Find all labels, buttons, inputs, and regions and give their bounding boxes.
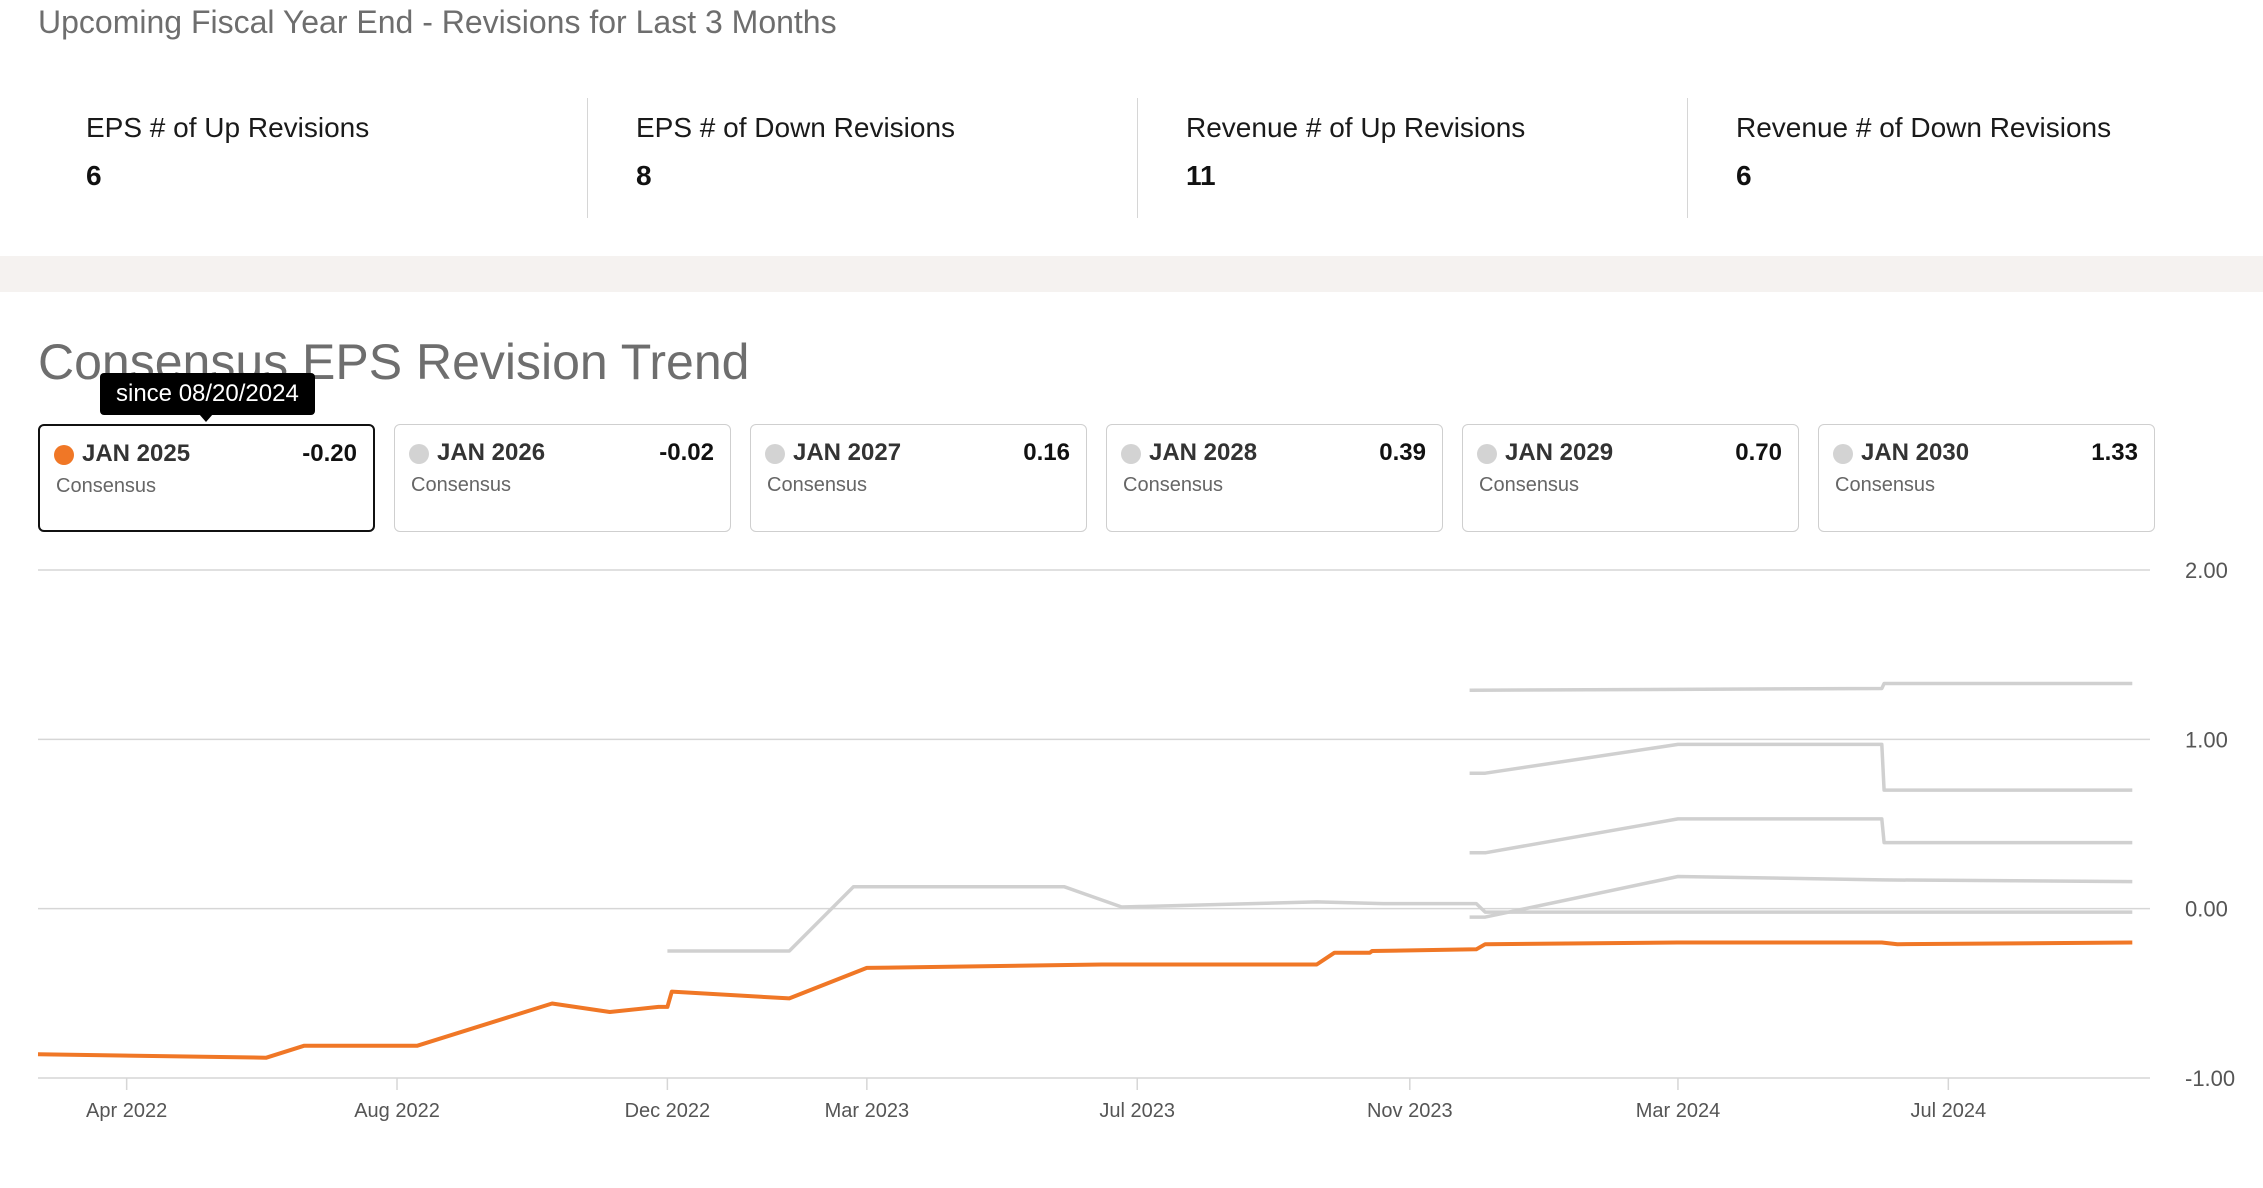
stat-divider [1137, 98, 1138, 218]
stat-divider [1687, 98, 1688, 218]
stat-value: 11 [1186, 160, 1216, 191]
card-jan-2027[interactable]: JAN 2027 0.16 Consensus [750, 424, 1087, 532]
stat-label: EPS # of Up Revisions [86, 112, 370, 143]
card-value: -0.02 [659, 439, 714, 466]
fiscal-year-selector: JAN 2025 -0.20 Consensus JAN 2026 -0.02 … [38, 424, 2158, 536]
section-separator [0, 256, 2263, 292]
card-year: JAN 2030 [1861, 439, 1970, 466]
card-sub: Consensus [411, 474, 512, 496]
series-line-jan-2026 [667, 884, 2133, 953]
eps-revision-chart: 2.00 1.00 0.00 -1.00 Apr 2022 Aug 2022 Dec 202… [37, 558, 2235, 1122]
card-value: 0.16 [1023, 439, 1070, 466]
card-value: -0.20 [302, 440, 357, 467]
stat-divider [587, 98, 588, 218]
stat-revenue-down: Revenue # of Down Revisions 6 [1688, 98, 2238, 218]
x-tick-label: Jul 2024 [1911, 1100, 1987, 1122]
y-tick-label: 0.00 [2185, 897, 2228, 922]
series-line-jan-2027 [1469, 874, 2133, 919]
card-year: JAN 2025 [82, 440, 191, 467]
card-value: 0.39 [1379, 439, 1426, 466]
series-line-jan-2030 [1469, 681, 2133, 692]
card-sub: Consensus [56, 475, 157, 497]
stat-label: EPS # of Down Revisions [636, 112, 956, 143]
card-jan-2028[interactable]: JAN 2028 0.39 Consensus [1106, 424, 1443, 532]
x-tick-label: Jul 2023 [1099, 1100, 1175, 1122]
x-tick-label: Nov 2023 [1367, 1100, 1453, 1122]
section-title: Upcoming Fiscal Year End - Revisions for… [38, 4, 837, 40]
card-sub: Consensus [767, 474, 868, 496]
card-jan-2029[interactable]: JAN 2029 0.70 Consensus [1462, 424, 1799, 532]
y-tick-label: -1.00 [2185, 1066, 2235, 1091]
card-value: 1.33 [2091, 439, 2138, 466]
stat-value: 6 [86, 160, 102, 191]
series-color-dot [765, 444, 785, 464]
series-line-jan-2028 [1469, 817, 2133, 855]
x-tick-label: Apr 2022 [86, 1100, 167, 1122]
card-sub: Consensus [1479, 474, 1580, 496]
stat-value: 6 [1736, 160, 1752, 191]
revision-stats: EPS # of Up Revisions 6 EPS # of Down Re… [0, 98, 2263, 218]
y-tick-label: 2.00 [2185, 558, 2228, 583]
series-color-dot [1833, 444, 1853, 464]
stat-eps-down: EPS # of Down Revisions 8 [588, 98, 1138, 218]
card-sub: Consensus [1123, 474, 1224, 496]
x-tick-label: Dec 2022 [625, 1100, 711, 1122]
series-color-dot [1477, 444, 1497, 464]
card-year: JAN 2027 [793, 439, 902, 466]
series-color-dot [54, 445, 74, 465]
x-tick-label: Mar 2024 [1636, 1100, 1721, 1122]
card-year: JAN 2026 [437, 439, 546, 466]
card-jan-2026[interactable]: JAN 2026 -0.02 Consensus [394, 424, 731, 532]
series-color-dot [1121, 444, 1141, 464]
stat-eps-up: EPS # of Up Revisions 6 [38, 98, 588, 218]
stat-value: 8 [636, 160, 652, 191]
card-year: JAN 2029 [1505, 439, 1614, 466]
card-year: JAN 2028 [1149, 439, 1258, 466]
card-sub: Consensus [1835, 474, 1936, 496]
series-line-jan-2029 [1469, 742, 2133, 792]
card-value: 0.70 [1735, 439, 1782, 466]
x-tick-label: Aug 2022 [354, 1100, 440, 1122]
stat-label: Revenue # of Down Revisions [1736, 112, 2112, 143]
stat-revenue-up: Revenue # of Up Revisions 11 [1138, 98, 1688, 218]
series-color-dot [409, 444, 429, 464]
series-line-jan-2025 [37, 940, 2133, 1060]
x-tick-label: Mar 2023 [825, 1100, 910, 1122]
tooltip: since 08/20/2024 [100, 373, 315, 422]
card-jan-2025[interactable]: JAN 2025 -0.20 Consensus [38, 424, 375, 532]
stat-label: Revenue # of Up Revisions [1186, 112, 1526, 143]
card-jan-2030[interactable]: JAN 2030 1.33 Consensus [1818, 424, 2155, 532]
y-tick-label: 1.00 [2185, 727, 2228, 752]
